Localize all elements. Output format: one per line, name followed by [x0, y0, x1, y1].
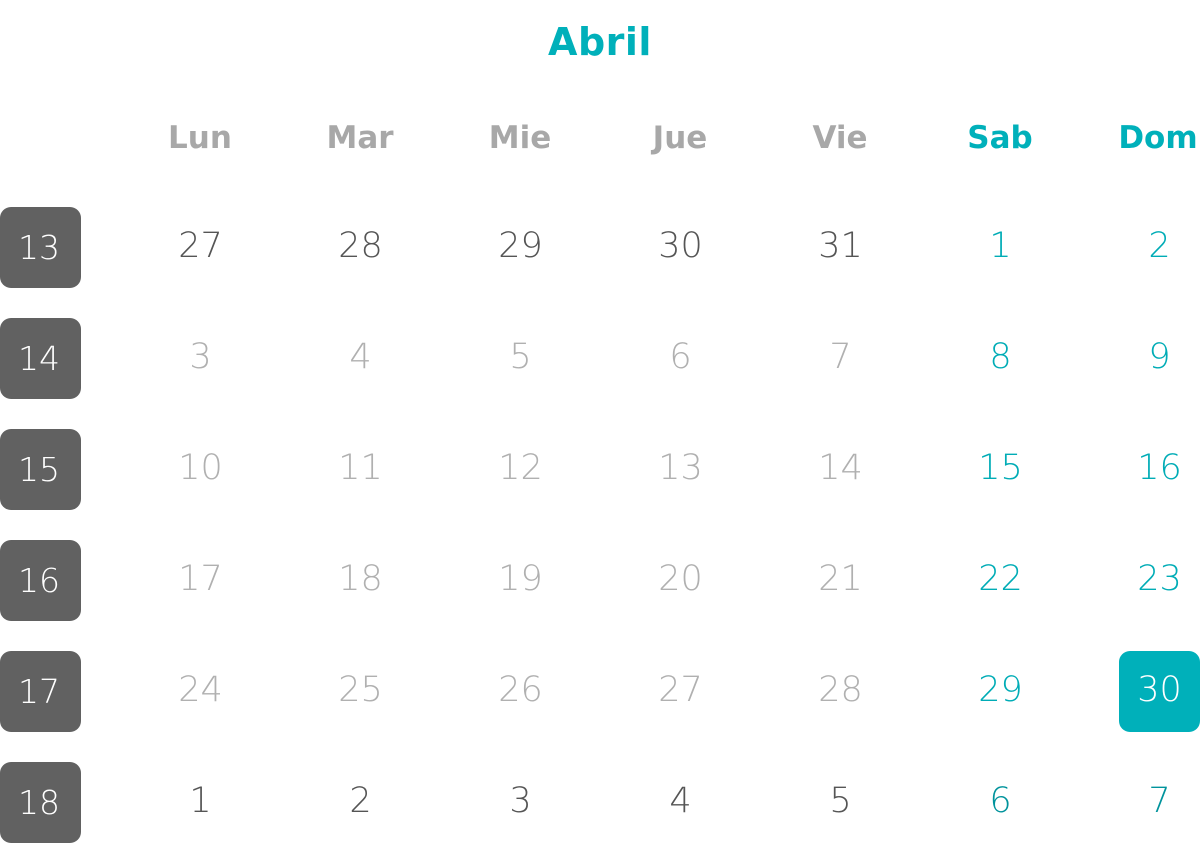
week-row-13: 13 27 28 29 30 31 1 2: [0, 207, 1200, 288]
day-cell[interactable]: 17: [178, 559, 223, 599]
day-cell[interactable]: 2: [1148, 226, 1171, 266]
day-cell[interactable]: 23: [1137, 559, 1182, 599]
day-cell[interactable]: 12: [498, 448, 543, 488]
week-row-15: 15 10 11 12 13 14 15 16: [0, 429, 1200, 510]
day-cell[interactable]: 14: [818, 448, 863, 488]
day-cell[interactable]: 2: [349, 781, 372, 821]
day-cell[interactable]: 9: [1148, 337, 1171, 377]
day-cell[interactable]: 29: [978, 670, 1023, 710]
weekday-header-tue: Mar: [326, 120, 394, 156]
day-cell[interactable]: 3: [509, 781, 532, 821]
day-cell[interactable]: 21: [818, 559, 863, 599]
day-cell[interactable]: 4: [349, 337, 372, 377]
day-cell[interactable]: 25: [338, 670, 383, 710]
weekday-header-sun: Dom: [1118, 120, 1198, 156]
weekday-header-mon: Lun: [168, 120, 232, 156]
day-cell[interactable]: 26: [498, 670, 543, 710]
weekday-header-wed: Mie: [488, 120, 552, 156]
day-cell[interactable]: 13: [658, 448, 703, 488]
day-cell[interactable]: 31: [818, 226, 863, 266]
day-cell[interactable]: 5: [509, 337, 532, 377]
week-row-17: 17 24 25 26 27 28 29 30: [0, 651, 1200, 732]
day-cell[interactable]: 19: [498, 559, 543, 599]
day-cell[interactable]: 28: [818, 670, 863, 710]
weekday-header-sat: Sab: [967, 120, 1033, 156]
day-cell[interactable]: 5: [829, 781, 852, 821]
week-number-badge: 13: [0, 207, 81, 288]
day-cell[interactable]: 29: [498, 226, 543, 266]
day-cell[interactable]: 18: [338, 559, 383, 599]
day-cell[interactable]: 10: [178, 448, 223, 488]
day-cell[interactable]: 15: [978, 448, 1023, 488]
day-cell[interactable]: 11: [338, 448, 383, 488]
day-cell[interactable]: 4: [669, 781, 692, 821]
day-cell[interactable]: 3: [189, 337, 212, 377]
week-number-badge: 16: [0, 540, 81, 621]
weekday-header-thu: Jue: [652, 120, 708, 156]
day-cell[interactable]: 6: [669, 337, 692, 377]
weekday-header-fri: Vie: [812, 120, 868, 156]
day-cell[interactable]: 1: [989, 226, 1012, 266]
day-cell[interactable]: 6: [989, 781, 1012, 821]
day-cell[interactable]: 16: [1137, 448, 1182, 488]
day-cell[interactable]: 8: [989, 337, 1012, 377]
day-cell[interactable]: 20: [658, 559, 703, 599]
week-row-16: 16 17 18 19 20 21 22 23: [0, 540, 1200, 621]
day-cell[interactable]: 7: [1148, 781, 1171, 821]
week-number-badge: 18: [0, 762, 81, 843]
day-cell[interactable]: 28: [338, 226, 383, 266]
week-number-badge: 17: [0, 651, 81, 732]
selected-day-cell[interactable]: 30: [1119, 651, 1200, 732]
day-cell[interactable]: 30: [658, 226, 703, 266]
day-cell[interactable]: 7: [829, 337, 852, 377]
week-row-18: 18 1 2 3 4 5 6 7: [0, 762, 1200, 843]
day-cell[interactable]: 24: [178, 670, 223, 710]
day-cell[interactable]: 27: [658, 670, 703, 710]
week-number-badge: 14: [0, 318, 81, 399]
week-row-14: 14 3 4 5 6 7 8 9: [0, 318, 1200, 399]
month-title: Abril: [548, 20, 652, 64]
week-number-badge: 15: [0, 429, 81, 510]
day-cell[interactable]: 27: [178, 226, 223, 266]
day-cell[interactable]: 1: [189, 781, 212, 821]
day-cell[interactable]: 22: [978, 559, 1023, 599]
